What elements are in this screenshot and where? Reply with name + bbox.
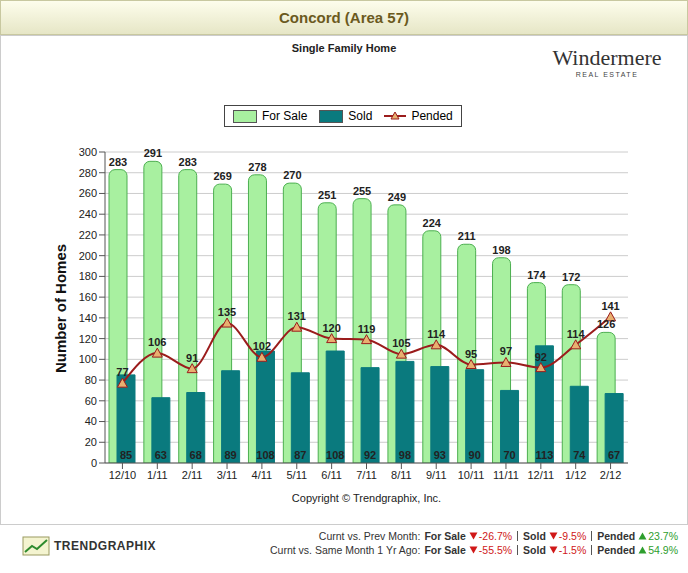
html-text:Copyright © Trendgraphix, Inc.: Copyright © Trendgraphix, Inc.: [291, 492, 442, 504]
svg-text:63: 63: [155, 449, 167, 461]
svg-text:114: 114: [427, 328, 446, 340]
svg-text:200: 200: [79, 250, 97, 262]
html-text:For Sale: For Sale: [262, 109, 308, 123]
svg-text:283: 283: [109, 156, 127, 168]
svg-text:119: 119: [358, 323, 376, 335]
svg-text:108: 108: [326, 449, 344, 461]
svg-text:91: 91: [186, 352, 198, 364]
svg-text:89: 89: [224, 449, 236, 461]
svg-text:270: 270: [283, 169, 301, 181]
svg-text:131: 131: [288, 310, 306, 322]
svg-text:260: 260: [79, 187, 97, 199]
svg-text:10/11: 10/11: [458, 469, 485, 481]
svg-text:2/12: 2/12: [600, 469, 621, 481]
html-text:Curnt vs. Same Month 1 Yr Ago:: Curnt vs. Same Month 1 Yr Ago: For Sale: [270, 544, 466, 556]
svg-text:291: 291: [144, 147, 162, 159]
svg-text:140: 140: [79, 312, 97, 324]
svg-text:77: 77: [116, 366, 128, 378]
svg-text:1/11: 1/11: [147, 469, 168, 481]
svg-text:220: 220: [79, 229, 97, 241]
svg-text:92: 92: [364, 449, 376, 461]
svg-text:120: 120: [79, 333, 97, 345]
svg-text:90: 90: [469, 449, 481, 461]
svg-text:12/10: 12/10: [109, 469, 137, 481]
svg-text:126: 126: [597, 318, 615, 330]
svg-text:74: 74: [573, 449, 586, 461]
svg-text:68: 68: [190, 449, 202, 461]
svg-text:7/11: 7/11: [356, 469, 377, 481]
svg-text:11/11: 11/11: [493, 469, 519, 481]
html-text:REAL ESTATE: REAL ESTATE: [575, 71, 639, 78]
html-text:-9.5%: -9.5%: [558, 530, 587, 542]
html-text:-1.5%: -1.5%: [558, 544, 587, 556]
svg-text:283: 283: [179, 156, 197, 168]
html-text:Sold: Sold: [523, 544, 546, 556]
svg-text:160: 160: [79, 291, 97, 303]
svg-text:85: 85: [120, 449, 132, 461]
svg-text:106: 106: [148, 336, 166, 348]
svg-text:278: 278: [248, 161, 266, 173]
html-text:Concord (Area 57): Concord (Area 57): [279, 9, 409, 26]
html-text:Pended: Pended: [411, 109, 453, 123]
svg-text:174: 174: [527, 269, 546, 281]
svg-text:2/11: 2/11: [182, 469, 203, 481]
svg-text:105: 105: [392, 337, 410, 349]
svg-text:8/11: 8/11: [391, 469, 412, 481]
svg-text:67: 67: [608, 449, 620, 461]
html-text:Curnt vs. Prev Month: For Sale: Curnt vs. Prev Month: For Sale: [318, 530, 466, 542]
svg-text:40: 40: [85, 415, 97, 427]
svg-text:93: 93: [434, 449, 446, 461]
svg-text:108: 108: [256, 449, 274, 461]
svg-text:280: 280: [79, 167, 97, 179]
svg-text:6/11: 6/11: [321, 469, 342, 481]
svg-text:172: 172: [562, 271, 580, 283]
svg-text:180: 180: [79, 270, 97, 282]
svg-text:198: 198: [492, 244, 510, 256]
svg-text:211: 211: [458, 230, 476, 242]
svg-text:87: 87: [294, 449, 306, 461]
svg-text:60: 60: [85, 395, 97, 407]
html-text:Sold: Sold: [523, 530, 546, 542]
svg-text:100: 100: [79, 353, 97, 365]
svg-text:300: 300: [79, 146, 97, 158]
svg-text:98: 98: [399, 449, 411, 461]
svg-text:120: 120: [322, 322, 340, 334]
svg-text:251: 251: [318, 189, 336, 201]
svg-text:5/11: 5/11: [286, 469, 307, 481]
svg-text:4/11: 4/11: [252, 469, 273, 481]
html-text:TRENDGRAPHIX: TRENDGRAPHIX: [54, 539, 156, 553]
svg-text:20: 20: [85, 436, 97, 448]
svg-text:255: 255: [353, 185, 371, 197]
html-text:-26.7%: -26.7%: [478, 530, 513, 542]
html-text:Pended: Pended: [597, 544, 636, 556]
svg-text:80: 80: [85, 374, 97, 386]
svg-text:12/11: 12/11: [527, 469, 554, 481]
html-text:Windermere: Windermere: [552, 45, 662, 70]
svg-text:269: 269: [213, 170, 231, 182]
svg-text:249: 249: [388, 191, 406, 203]
svg-text:9/11: 9/11: [426, 469, 447, 481]
html-text:Sold: Sold: [348, 109, 373, 123]
svg-text:0: 0: [91, 457, 97, 469]
svg-text:114: 114: [567, 328, 586, 340]
html-text:Single Family Home: Single Family Home: [291, 42, 397, 54]
svg-text:95: 95: [465, 348, 477, 360]
svg-text:141: 141: [601, 300, 619, 312]
svg-text:97: 97: [500, 345, 512, 357]
svg-text:135: 135: [218, 306, 236, 318]
html-text:Pended: Pended: [597, 530, 636, 542]
svg-text:3/11: 3/11: [217, 469, 238, 481]
html-text:-55.5%: -55.5%: [478, 544, 513, 556]
html-text:23.7%: 23.7%: [648, 530, 678, 542]
html-text:54.9%: 54.9%: [648, 544, 678, 556]
svg-text:70: 70: [503, 449, 515, 461]
svg-text:113: 113: [536, 449, 554, 461]
svg-text:102: 102: [253, 340, 271, 352]
svg-text:92: 92: [535, 351, 547, 363]
svg-text:224: 224: [423, 217, 442, 229]
svg-text:240: 240: [79, 208, 97, 220]
svg-text:1/12: 1/12: [565, 469, 586, 481]
html-text:Number of Homes: Number of Homes: [51, 243, 69, 374]
